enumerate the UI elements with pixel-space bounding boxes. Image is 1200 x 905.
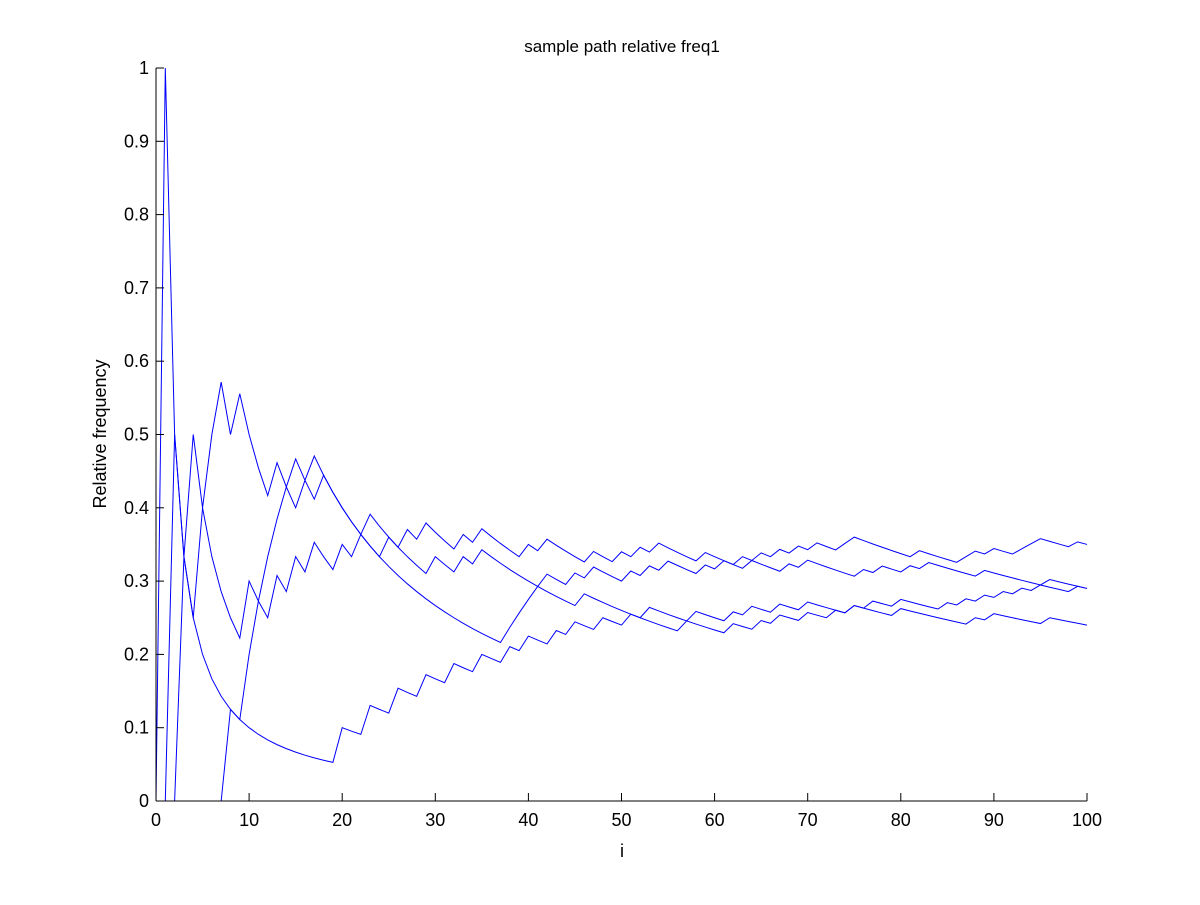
x-tick-label: 50 (611, 810, 631, 830)
y-tick-label: 0.3 (124, 571, 149, 591)
x-axis-label: i (620, 841, 624, 861)
x-tick-label: 70 (798, 810, 818, 830)
y-tick-label: 0.6 (124, 351, 149, 371)
series-line-2 (156, 434, 1088, 802)
y-tick-label: 0.2 (124, 644, 149, 664)
chart-title: sample path relative freq1 (524, 37, 720, 56)
x-tick-label: 10 (239, 810, 259, 830)
x-tick-label: 40 (518, 810, 538, 830)
axes-layer (155, 68, 1087, 802)
series-line-3 (156, 382, 1088, 802)
series-layer (155, 67, 1088, 802)
x-tick-label: 90 (984, 810, 1004, 830)
series-line-1 (155, 67, 1088, 802)
y-axis-label: Relative frequency (90, 359, 110, 508)
x-tick-label: 0 (151, 810, 161, 830)
y-tick-label: 0 (139, 791, 149, 811)
x-tick-label: 80 (891, 810, 911, 830)
x-tick-label: 100 (1072, 810, 1102, 830)
y-tick-label: 0.8 (124, 205, 149, 225)
y-tick-label: 0.9 (124, 131, 149, 151)
y-tick-label: 0.5 (124, 425, 149, 445)
x-tick-label: 30 (425, 810, 445, 830)
y-tick-label: 0.1 (124, 718, 149, 738)
y-tick-label: 0.4 (124, 498, 149, 518)
y-tick-label: 1 (139, 58, 149, 78)
x-tick-label: 60 (705, 810, 725, 830)
series-line-4 (156, 474, 1088, 802)
x-tick-label: 20 (332, 810, 352, 830)
ticks-layer: 0 10 20 30 40 50 60 70 80 90 100 0 0.1 0.2 0.3 0.4 0.5 0.… (124, 58, 1102, 830)
y-tick-label: 0.7 (124, 278, 149, 298)
